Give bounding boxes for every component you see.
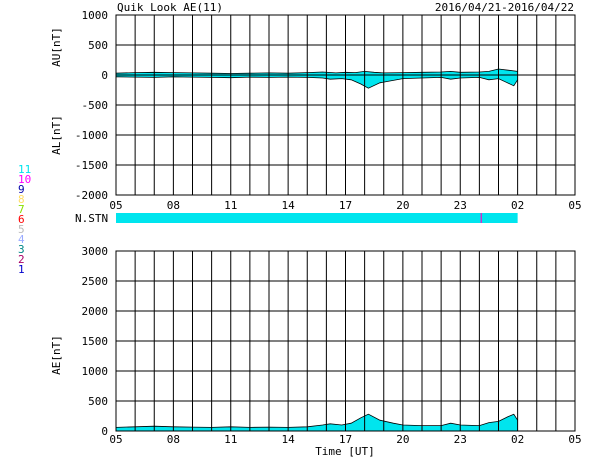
station-legend-entry: 4: [18, 233, 25, 246]
au-line: [115, 68, 518, 74]
station-legend-entry: 10: [18, 173, 31, 186]
plot-frame: [115, 250, 576, 432]
station-legend-entry: 6: [18, 213, 25, 226]
x-tick-label: 05: [568, 199, 581, 212]
y-tick-label: -1500: [75, 159, 108, 172]
plot-frame: [115, 14, 576, 196]
ae-area: [116, 414, 518, 431]
x-tick-label: 17: [339, 199, 352, 212]
y-tick-label: 1500: [82, 335, 109, 348]
station-legend-entry: 11: [18, 163, 31, 176]
station-count-strip: N.STN: [75, 212, 518, 225]
x-tick-label: 05: [568, 433, 581, 446]
y-tick-label: 0: [101, 69, 108, 82]
x-axis-title: Time [UT]: [315, 445, 375, 458]
x-tick-label: 05: [109, 199, 122, 212]
y-tick-label: 1000: [82, 365, 109, 378]
x-tick-label: 11: [224, 199, 237, 212]
station-legend-entry: 1: [18, 263, 25, 276]
x-tick-label: 08: [167, 433, 180, 446]
x-tick-label: 08: [167, 199, 180, 212]
x-tick-label: 05: [109, 433, 122, 446]
x-tick-label: 02: [511, 433, 524, 446]
station-legend-entry: 3: [18, 243, 25, 256]
figure-title: Quik Look AE(11): [117, 1, 223, 14]
x-tick-label: 02: [511, 199, 524, 212]
y-tick-label: 2000: [82, 305, 109, 318]
al-axis-label: AL[nT]: [50, 115, 63, 155]
y-tick-label: -2000: [75, 189, 108, 202]
y-tick-label: 2500: [82, 275, 109, 288]
au-axis-label: AU[nT]: [50, 27, 63, 67]
x-tick-label: 14: [282, 199, 296, 212]
x-tick-label: 17: [339, 433, 352, 446]
y-tick-label: 500: [88, 39, 108, 52]
x-tick-label: 14: [282, 433, 296, 446]
y-tick-label: -500: [82, 99, 109, 112]
ae-axis-label: AE[nT]: [50, 335, 63, 375]
figure-date-range: 2016/04/21-2016/04/22: [435, 1, 574, 14]
y-tick-label: 3000: [82, 245, 109, 258]
station-legend-entry: 9: [18, 183, 25, 196]
x-tick-label: 23: [454, 199, 467, 212]
al-line: [115, 76, 518, 89]
y-tick-label: -1000: [75, 129, 108, 142]
y-tick-label: 1000: [82, 9, 109, 22]
x-tick-label: 20: [396, 199, 409, 212]
x-tick-label: 20: [396, 433, 409, 446]
station-legend-entry: 2: [18, 253, 25, 266]
station-legend-entry: 7: [18, 203, 25, 216]
x-tick-label: 23: [454, 433, 467, 446]
station-legend-entry: 8: [18, 193, 25, 206]
nstn-label: N.STN: [75, 212, 108, 225]
ae-line: [115, 413, 518, 428]
station-bar: [116, 213, 518, 223]
x-tick-label: 11: [224, 433, 237, 446]
station-legend-entry: 5: [18, 223, 25, 236]
y-tick-label: 0: [101, 425, 108, 438]
y-tick-label: 500: [88, 395, 108, 408]
